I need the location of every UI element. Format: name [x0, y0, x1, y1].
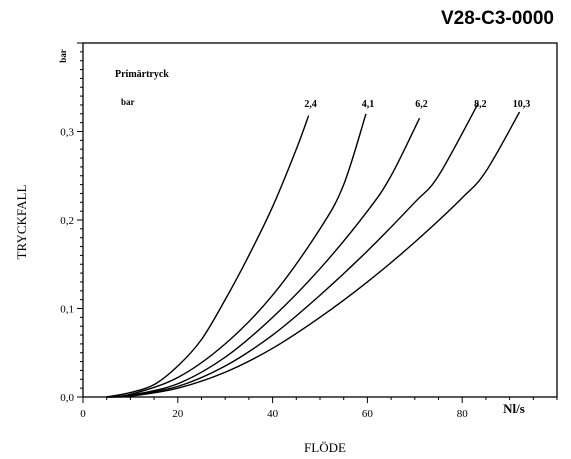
series-labels: 2,4 4,1 6,2 8,2 10,3: [304, 99, 530, 110]
series-line-3: [106, 102, 479, 398]
legend-unit: bar: [121, 97, 135, 107]
legend-title: Primärtryck: [115, 69, 169, 80]
x-tick-label: 80: [457, 408, 469, 420]
series-lines: [106, 102, 521, 398]
x-tick-label: 20: [172, 408, 184, 420]
y-tick-label: 0,0: [60, 392, 74, 404]
y-tick-label: 0,1: [60, 304, 74, 316]
series-label-3: 8,2: [474, 99, 487, 110]
y-axis-label: TRYCKFALL: [14, 185, 29, 260]
series-label-0: 2,4: [304, 99, 317, 110]
axis-ticks: 0 20 40 60 80 0,0 0,1 0,2 0,3: [60, 42, 558, 420]
y-tick-label: 0,3: [60, 127, 74, 139]
series-label-1: 4,1: [362, 99, 375, 110]
series-line-4: [106, 111, 521, 398]
series-label-4: 10,3: [513, 99, 531, 110]
series-line-1: [106, 113, 367, 398]
series-line-0: [106, 115, 310, 398]
x-tick-label: 0: [80, 408, 86, 420]
chart-code: V28-C3-0000: [441, 8, 554, 29]
y-tick-label: 0,2: [60, 215, 74, 227]
series-label-2: 6,2: [415, 99, 428, 110]
x-axis-unit: Nl/s: [503, 401, 525, 416]
x-axis-label: FLÖDE: [304, 440, 346, 455]
x-tick-label: 60: [362, 408, 374, 420]
x-tick-label: 40: [267, 408, 279, 420]
y-axis-unit: bar: [58, 49, 68, 63]
